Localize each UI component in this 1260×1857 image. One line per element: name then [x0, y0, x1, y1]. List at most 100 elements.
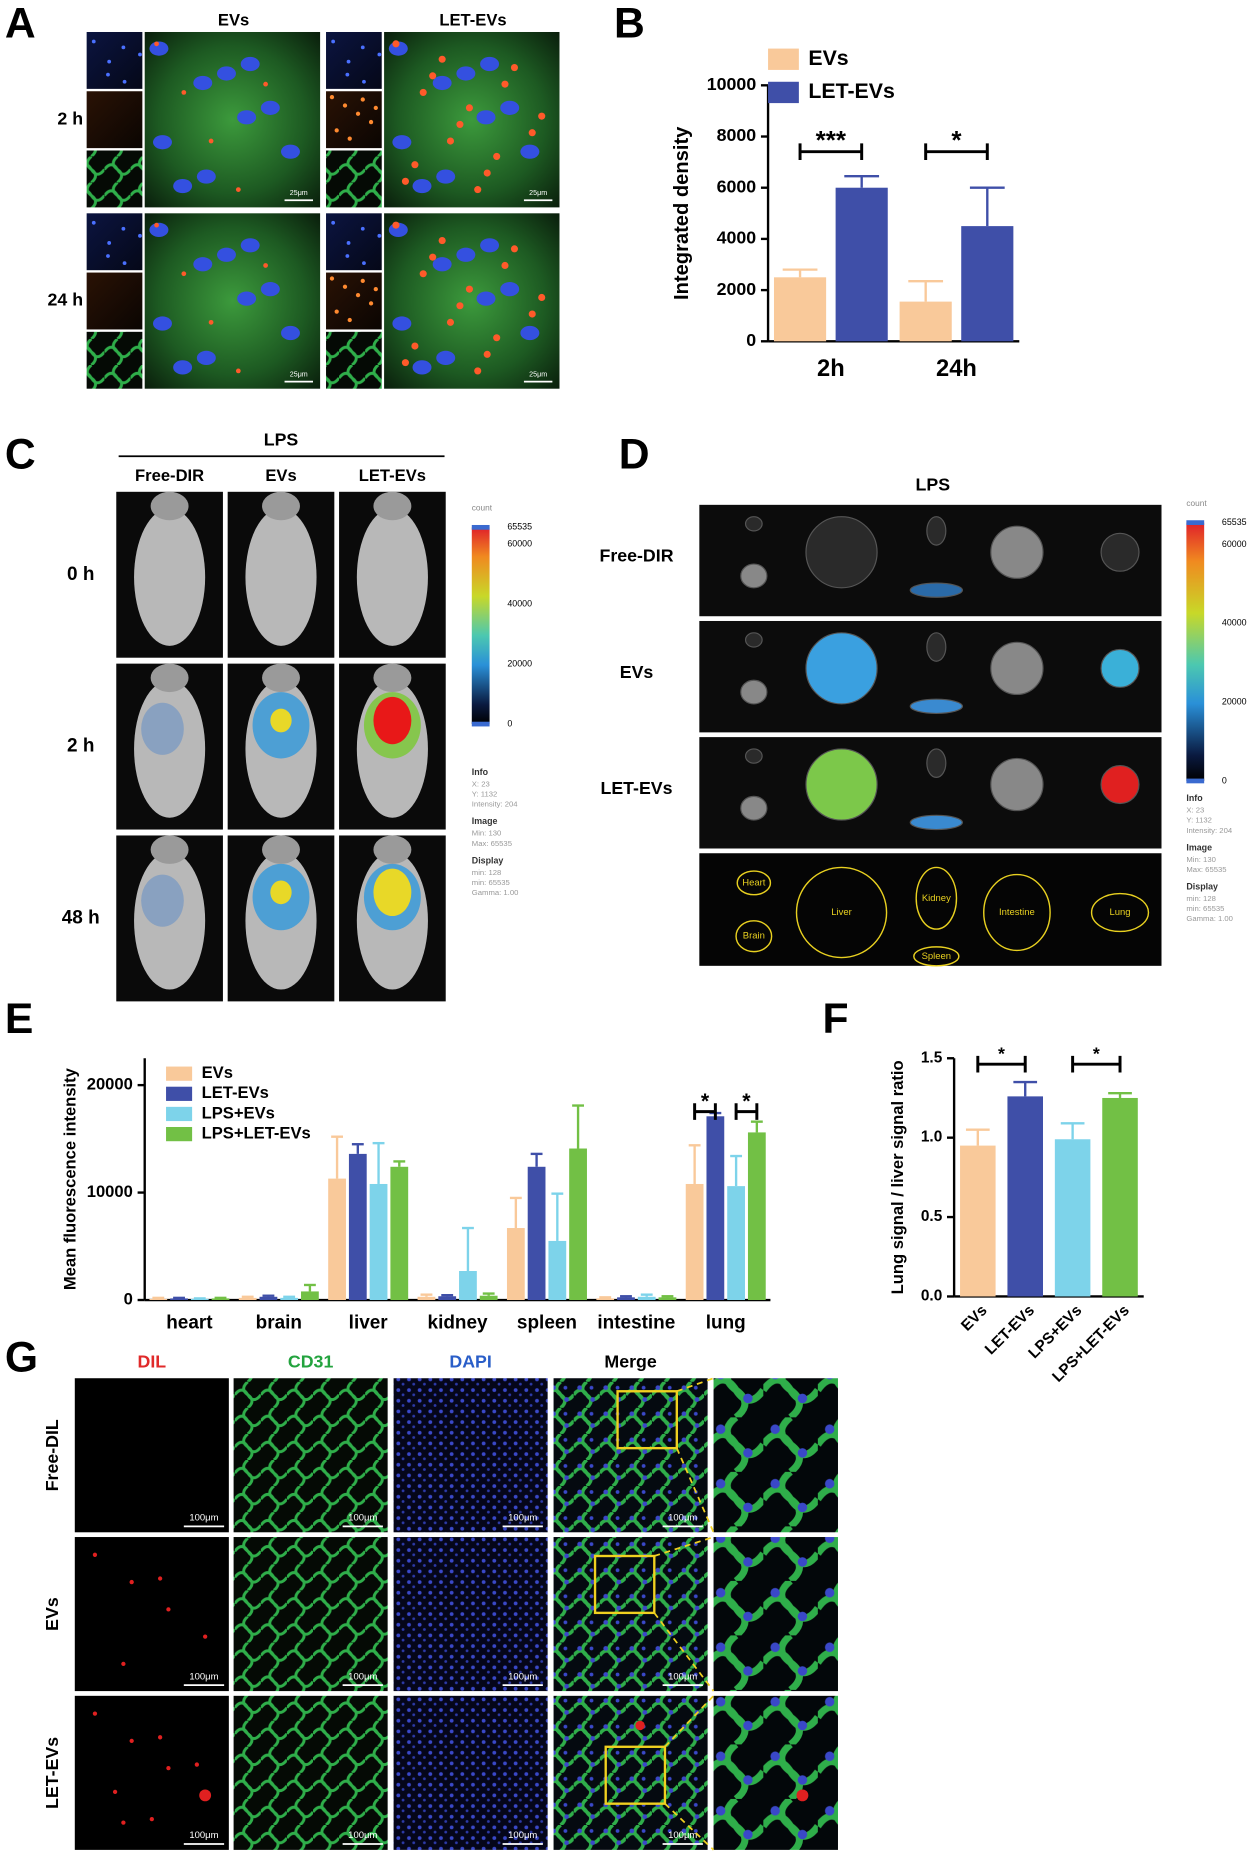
- bar: [280, 1297, 299, 1301]
- nucleus: [456, 66, 476, 81]
- nucleus: [138, 233, 142, 238]
- dil-signal: [129, 1738, 134, 1743]
- row-label: EVs: [42, 1597, 62, 1631]
- organ: [740, 563, 768, 589]
- significance-bracket: [924, 143, 989, 160]
- info-line: min: 128: [1186, 894, 1216, 903]
- nucleus: [520, 325, 540, 341]
- scale-bar-label: 100μm: [668, 1671, 697, 1682]
- y-axis-title: Integrated density: [671, 126, 693, 300]
- ev-dot: [208, 138, 214, 144]
- organ: [744, 748, 763, 764]
- bar: [617, 1297, 635, 1301]
- colorbar-title: count: [1186, 498, 1207, 508]
- micrograph: [144, 31, 321, 208]
- scale-bar-label: 100μm: [508, 1830, 537, 1841]
- info-line: Gamma: 1.00: [1186, 914, 1233, 923]
- organ: [990, 757, 1044, 812]
- signal-core: [373, 696, 412, 745]
- bar: [369, 1183, 388, 1301]
- ev-dot: [465, 104, 473, 112]
- bar: [438, 1296, 457, 1301]
- colorbar-tick: 65535: [507, 522, 532, 532]
- colorbar: [1186, 522, 1205, 781]
- column-label: LET-EVs: [439, 11, 506, 30]
- bar: [835, 187, 888, 342]
- bar: [301, 1291, 319, 1301]
- nucleus: [196, 169, 216, 184]
- dil-signal: [157, 1576, 163, 1581]
- nucleus: [360, 45, 365, 50]
- column-label: DIL: [138, 1352, 167, 1372]
- nucleus: [362, 261, 366, 265]
- row-label: 48 h: [62, 907, 100, 928]
- zoom-line: [676, 1377, 714, 1393]
- dil-signal: [635, 1720, 645, 1731]
- x-tick-label: intestine: [597, 1313, 675, 1334]
- scale-bar-label: 100μm: [189, 1513, 218, 1524]
- nucleus: [91, 220, 96, 225]
- info-line: X: 23: [472, 780, 490, 789]
- colorbar-tick: 20000: [507, 658, 532, 668]
- ev-dot: [181, 90, 187, 95]
- ev-dot: [501, 80, 509, 88]
- y-tick-label: 4000: [717, 228, 757, 248]
- ev-dot: [347, 136, 352, 141]
- nucleus: [173, 360, 193, 375]
- ev-dot: [419, 88, 427, 96]
- info-line: Gamma: 1.00: [472, 888, 519, 897]
- bar: [506, 1228, 525, 1301]
- bar: [658, 1297, 677, 1301]
- bar: [596, 1298, 615, 1301]
- bar: [747, 1132, 766, 1301]
- bar: [706, 1116, 725, 1301]
- scale-bar-label: 25μm: [529, 370, 547, 378]
- info-line: Info: [472, 767, 489, 777]
- organ-outline: [736, 870, 772, 896]
- organ: [805, 632, 878, 705]
- legend-label: LPS+EVs: [202, 1103, 275, 1122]
- significance-bracket: [976, 1055, 1027, 1073]
- info-line: Max: 65535: [1186, 865, 1226, 874]
- bar: [211, 1298, 230, 1301]
- row-label: 2 h: [67, 736, 94, 757]
- y-tick-label: 0: [746, 330, 756, 350]
- y-axis-title: Mean fluorescence intensity: [61, 1067, 80, 1290]
- panel-header: LPS: [264, 430, 299, 450]
- nucleus: [193, 257, 213, 272]
- dil-signal: [166, 1765, 171, 1771]
- micrograph: [144, 213, 321, 389]
- micrograph: [233, 1695, 388, 1850]
- organ: [909, 814, 964, 831]
- nucleus: [122, 79, 127, 84]
- bar: [899, 301, 952, 342]
- thumbnail: [326, 31, 382, 89]
- dil-signal: [166, 1607, 171, 1612]
- nucleus: [193, 75, 213, 91]
- nucleus: [476, 110, 496, 125]
- dil-signal: [129, 1579, 134, 1585]
- nucleus: [476, 291, 496, 306]
- colorbar-tick: 0: [1222, 775, 1227, 785]
- legend-swatch: [166, 1086, 193, 1101]
- ev-dot: [446, 137, 455, 145]
- nucleus: [392, 316, 412, 331]
- zoom-box: [604, 1745, 667, 1805]
- nucleus: [149, 222, 169, 238]
- bar: [479, 1295, 498, 1301]
- nucleus: [377, 233, 382, 238]
- nucleus: [149, 41, 169, 56]
- organ: [1100, 764, 1140, 805]
- nucleus: [107, 59, 112, 64]
- nucleus: [260, 100, 280, 115]
- ev-dot: [528, 129, 536, 137]
- thumbnail: [86, 272, 143, 330]
- mouse-head: [150, 663, 189, 693]
- ev-dot: [392, 40, 400, 48]
- dil-signal: [796, 1789, 809, 1802]
- ev-dot: [235, 187, 241, 192]
- x-tick-label: EVs: [958, 1302, 991, 1335]
- colorbar-tick: 40000: [507, 598, 532, 608]
- y-axis-title: Lung signal / liver signal ratio: [888, 1060, 907, 1294]
